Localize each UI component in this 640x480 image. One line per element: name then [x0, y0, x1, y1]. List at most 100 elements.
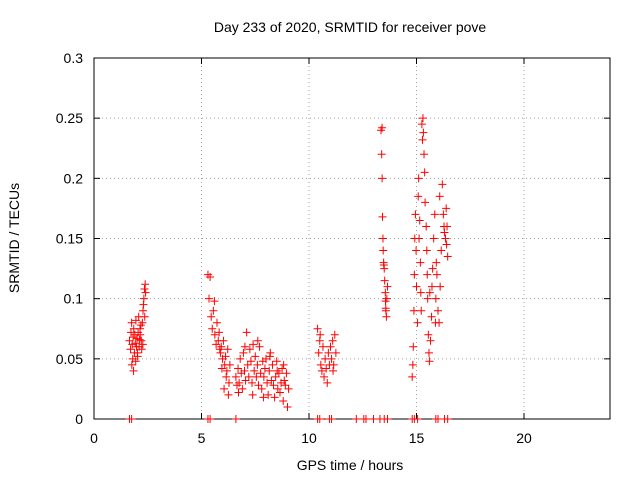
x-tick-label: 5: [198, 430, 206, 446]
data-point-marker: [279, 396, 288, 405]
data-point-marker: [428, 264, 437, 273]
data-point-marker: [138, 340, 147, 349]
data-point-marker: [222, 372, 231, 381]
data-point-marker: [140, 285, 149, 294]
data-point-marker: [127, 360, 136, 369]
data-point-marker: [432, 270, 441, 279]
data-point-marker: [408, 372, 417, 381]
data-point-marker: [281, 381, 290, 390]
data-point-marker: [235, 378, 244, 387]
data-point-marker: [248, 390, 257, 399]
data-point-marker: [139, 294, 148, 303]
data-point-marker: [414, 174, 423, 183]
data-point-marker: [219, 336, 228, 345]
data-point-marker: [418, 135, 427, 144]
data-point-marker: [243, 360, 252, 369]
data-point-marker: [239, 348, 248, 357]
data-point-marker: [282, 369, 291, 378]
data-point-marker: [126, 345, 135, 354]
data-point-marker: [137, 345, 146, 354]
data-point-marker: [215, 345, 224, 354]
data-point-marker: [426, 336, 435, 345]
data-point-marker: [377, 150, 386, 159]
data-point-marker: [323, 378, 332, 387]
data-point-marker: [133, 352, 142, 361]
x-tick-label: 15: [409, 430, 425, 446]
data-point-marker: [131, 357, 140, 366]
data-point-marker: [129, 366, 138, 375]
data-point-marker: [420, 150, 429, 159]
data-point-marker: [422, 246, 431, 255]
data-point-marker: [327, 415, 336, 423]
data-point-marker: [439, 210, 448, 219]
data-point-marker: [361, 415, 370, 423]
data-point-marker: [378, 234, 387, 243]
data-point-marker: [127, 415, 136, 423]
data-point-marker: [257, 384, 266, 393]
data-point-marker: [275, 388, 284, 397]
data-point-marker: [317, 366, 326, 375]
data-point-marker: [324, 348, 333, 357]
data-point-marker: [137, 336, 146, 345]
data-point-marker: [418, 114, 427, 123]
data-point-marker: [441, 234, 450, 243]
data-point-marker: [329, 366, 338, 375]
data-point-marker: [383, 282, 392, 291]
data-point-marker: [427, 312, 436, 321]
x-tick-label: 20: [516, 430, 532, 446]
data-point-marker: [378, 123, 387, 132]
data-point-marker: [131, 339, 140, 348]
data-point-marker: [409, 342, 418, 351]
data-point-marker: [382, 294, 391, 303]
data-point-marker: [442, 240, 451, 249]
data-point-marker: [209, 306, 218, 315]
data-point-marker: [424, 348, 433, 357]
x-axis-label: GPS time / hours: [297, 457, 404, 473]
data-point-marker: [240, 342, 249, 351]
data-point-marker: [380, 264, 389, 273]
data-point-marker: [259, 393, 268, 402]
data-point-marker: [413, 318, 422, 327]
data-point-marker: [248, 378, 257, 387]
x-tick-labels: 0 5 10 15 20: [90, 430, 532, 446]
data-point-marker: [207, 312, 216, 321]
data-point-marker: [434, 306, 442, 315]
data-point-marker: [259, 372, 268, 381]
data-point-marker: [215, 328, 224, 337]
y-tick-label: 0: [75, 411, 83, 427]
data-point-marker: [432, 258, 441, 267]
data-point-marker: [138, 318, 147, 327]
data-point-marker: [415, 216, 424, 225]
data-point-marker: [220, 384, 229, 393]
data-points: [125, 114, 452, 423]
plot-area-frame: [93, 57, 611, 420]
data-point-marker: [410, 270, 419, 279]
data-point-marker: [429, 234, 438, 243]
data-point-marker: [328, 336, 337, 345]
y-tick-label: 0.1: [64, 291, 84, 307]
data-point-marker: [210, 297, 219, 306]
data-point-marker: [208, 324, 217, 333]
data-point-marker: [216, 348, 225, 357]
data-point-marker: [380, 276, 389, 285]
data-point-marker: [270, 393, 279, 402]
data-point-marker: [280, 376, 289, 385]
data-point-marker: [140, 312, 149, 321]
data-point-marker: [236, 354, 245, 363]
data-point-marker: [431, 294, 440, 303]
data-point-marker: [420, 168, 429, 177]
data-point-marker: [136, 324, 145, 333]
data-point-marker: [210, 330, 219, 339]
data-point-marker: [320, 372, 329, 381]
data-point-marker: [316, 360, 325, 369]
data-point-marker: [381, 288, 390, 297]
data-point-marker: [284, 384, 293, 393]
data-point-marker: [246, 357, 255, 366]
data-point-marker: [424, 330, 433, 339]
data-point-marker: [411, 210, 420, 219]
data-point-marker: [206, 273, 215, 282]
data-point-marker: [212, 318, 221, 327]
data-point-marker: [423, 270, 432, 279]
data-point-marker: [421, 198, 430, 207]
